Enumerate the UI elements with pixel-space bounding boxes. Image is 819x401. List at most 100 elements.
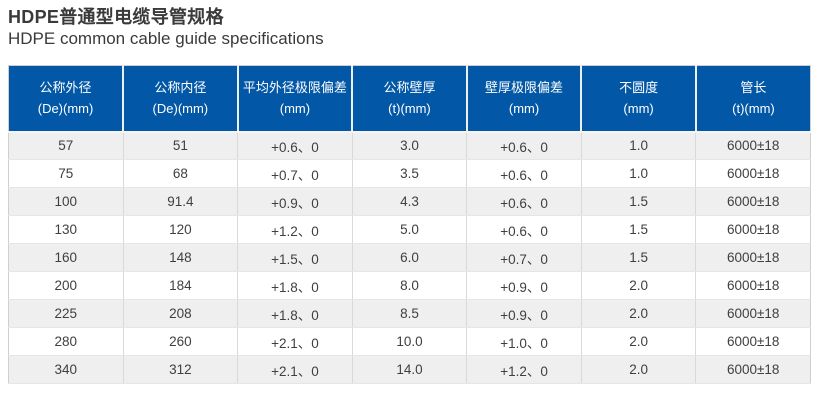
table-cell: 6000±18 bbox=[695, 299, 811, 328]
table-cell: 68 bbox=[123, 159, 239, 188]
table-cell: 312 bbox=[123, 355, 239, 384]
table-cell: +2.1、0 bbox=[237, 327, 353, 356]
spec-table: 公称外径 (De)(mm) 公称内径 (De)(mm) 平均外径极限偏差 (mm) 公称壁厚… bbox=[8, 65, 811, 384]
table-cell: 3.0 bbox=[352, 131, 468, 160]
table-cell: +0.6、0 bbox=[466, 215, 582, 244]
column-header-1: 公称外径 (De)(mm) bbox=[8, 65, 125, 133]
table-cell: 1.5 bbox=[581, 187, 697, 216]
table-cell: 6000±18 bbox=[695, 327, 811, 356]
table-cell: 208 bbox=[123, 299, 239, 328]
table-cell: +2.1、0 bbox=[237, 355, 353, 384]
table-cell: 340 bbox=[8, 355, 124, 384]
table-cell: 1.0 bbox=[581, 131, 697, 160]
table-cell: 51 bbox=[123, 131, 239, 160]
table-cell: 225 bbox=[8, 299, 124, 328]
column-unit: (mm) bbox=[508, 100, 540, 116]
table-row: 225 208 +1.8、0 8.5 +0.9、0 2.0 6000±18 bbox=[8, 299, 811, 328]
column-unit: (mm) bbox=[623, 100, 654, 116]
table-row: 340 312 +2.1、0 14.0 +1.2、0 2.0 6000±18 bbox=[8, 355, 811, 384]
table-cell: 6000±18 bbox=[695, 159, 811, 188]
table-cell: 160 bbox=[8, 243, 124, 272]
table-cell: 6000±18 bbox=[695, 131, 811, 160]
table-cell: 280 bbox=[8, 327, 124, 356]
table-cell: +1.8、0 bbox=[237, 271, 353, 300]
table-cell: 2.0 bbox=[581, 355, 697, 384]
table-cell: 5.0 bbox=[352, 215, 468, 244]
table-cell: 10.0 bbox=[352, 327, 468, 356]
table-cell: 6000±18 bbox=[695, 215, 811, 244]
table-cell: 1.5 bbox=[581, 215, 697, 244]
table-cell: 6000±18 bbox=[695, 187, 811, 216]
table-row: 100 91.4 +0.9、0 4.3 +0.6、0 1.5 6000±18 bbox=[8, 187, 811, 216]
table-cell: +1.5、0 bbox=[237, 243, 353, 272]
table-row: 280 260 +2.1、0 10.0 +1.0、0 2.0 6000±18 bbox=[8, 327, 811, 356]
table-row: 160 148 +1.5、0 6.0 +0.7、0 1.5 6000±18 bbox=[8, 243, 811, 272]
column-header-4: 公称壁厚 (t)(mm) bbox=[352, 65, 468, 133]
table-cell: +0.7、0 bbox=[237, 159, 353, 188]
table-cell: 2.0 bbox=[581, 271, 697, 300]
column-label: 公称内径 bbox=[154, 79, 207, 95]
table-cell: 14.0 bbox=[352, 355, 468, 384]
spec-table-body: 57 51 +0.6、0 3.0 +0.6、0 1.0 6000±18 75 68 +0.7、0 3… bbox=[8, 131, 811, 384]
table-cell: 1.5 bbox=[581, 243, 697, 272]
header-row: 公称外径 (De)(mm) 公称内径 (De)(mm) 平均外径极限偏差 (mm) 公称壁厚… bbox=[8, 65, 811, 133]
column-unit: (De)(mm) bbox=[152, 100, 209, 116]
spec-table-head: 公称外径 (De)(mm) 公称内径 (De)(mm) 平均外径极限偏差 (mm) 公称壁厚… bbox=[8, 65, 811, 133]
table-cell: 148 bbox=[123, 243, 239, 272]
column-header-7: 管长 (t)(mm) bbox=[695, 65, 811, 133]
column-label: 公称外径 bbox=[39, 79, 92, 95]
table-cell: +1.2、0 bbox=[237, 215, 353, 244]
column-label: 不圆度 bbox=[619, 79, 659, 95]
table-cell: +0.6、0 bbox=[466, 187, 582, 216]
table-cell: 8.0 bbox=[352, 271, 468, 300]
table-cell: 6000±18 bbox=[695, 355, 811, 384]
table-cell: +1.2、0 bbox=[466, 355, 582, 384]
table-row: 200 184 +1.8、0 8.0 +0.9、0 2.0 6000±18 bbox=[8, 271, 811, 300]
table-cell: 200 bbox=[8, 271, 124, 300]
table-cell: 1.0 bbox=[581, 159, 697, 188]
table-cell: +0.9、0 bbox=[466, 271, 582, 300]
table-row: 75 68 +0.7、0 3.5 +0.6、0 1.0 6000±18 bbox=[8, 159, 811, 188]
column-unit: (mm) bbox=[279, 100, 311, 116]
column-label: 公称壁厚 bbox=[383, 79, 436, 95]
table-cell: +0.7、0 bbox=[466, 243, 582, 272]
table-row: 130 120 +1.2、0 5.0 +0.6、0 1.5 6000±18 bbox=[8, 215, 811, 244]
table-cell: 184 bbox=[123, 271, 239, 300]
table-cell: 2.0 bbox=[581, 299, 697, 328]
table-row: 57 51 +0.6、0 3.0 +0.6、0 1.0 6000±18 bbox=[8, 131, 811, 160]
column-label: 管长 bbox=[740, 79, 767, 95]
column-header-6: 不圆度 (mm) bbox=[581, 65, 697, 133]
page-subtitle: HDPE common cable guide specifications bbox=[8, 29, 324, 48]
column-unit: (t)(mm) bbox=[388, 100, 431, 116]
table-cell: 75 bbox=[8, 159, 124, 188]
table-cell: 120 bbox=[123, 215, 239, 244]
column-label: 壁厚极限偏差 bbox=[485, 79, 564, 95]
table-cell: 130 bbox=[8, 215, 124, 244]
table-cell: +1.8、0 bbox=[237, 299, 353, 328]
table-cell: +0.9、0 bbox=[237, 187, 353, 216]
column-unit: (De)(mm) bbox=[37, 100, 94, 116]
page-title: HDPE普通型电缆导管规格 bbox=[8, 7, 224, 27]
table-cell: 2.0 bbox=[581, 327, 697, 356]
table-cell: 91.4 bbox=[123, 187, 239, 216]
table-cell: 6000±18 bbox=[695, 243, 811, 272]
column-unit: (t)(mm) bbox=[732, 100, 775, 116]
column-header-2: 公称内径 (De)(mm) bbox=[123, 65, 239, 133]
table-cell: 6.0 bbox=[352, 243, 468, 272]
table-cell: +0.6、0 bbox=[466, 131, 582, 160]
table-cell: 260 bbox=[123, 327, 239, 356]
table-cell: +0.9、0 bbox=[466, 299, 582, 328]
table-cell: +0.6、0 bbox=[237, 131, 353, 160]
table-cell: 4.3 bbox=[352, 187, 468, 216]
spec-page: HDPE普通型电缆导管规格 HDPE common cable guide sp… bbox=[8, 6, 811, 384]
table-cell: 6000±18 bbox=[695, 271, 811, 300]
table-cell: 3.5 bbox=[352, 159, 468, 188]
page-header: HDPE普通型电缆导管规格 HDPE common cable guide sp… bbox=[8, 6, 811, 50]
table-cell: +0.6、0 bbox=[466, 159, 582, 188]
column-header-3: 平均外径极限偏差 (mm) bbox=[237, 65, 354, 133]
table-cell: +1.0、0 bbox=[466, 327, 582, 356]
column-header-5: 壁厚极限偏差 (mm) bbox=[466, 65, 583, 133]
table-cell: 8.5 bbox=[352, 299, 468, 328]
table-cell: 57 bbox=[8, 131, 124, 160]
column-label: 平均外径极限偏差 bbox=[242, 79, 347, 95]
